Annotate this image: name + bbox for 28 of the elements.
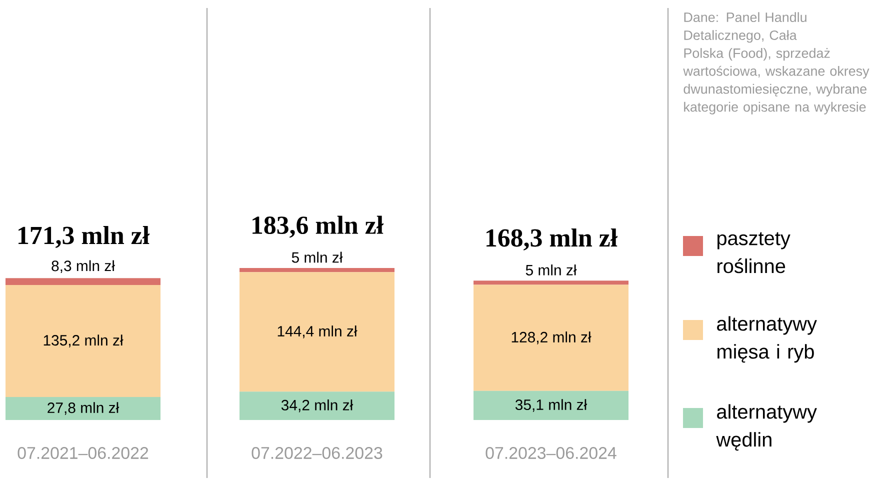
data-label: 144,4 mln zł <box>278 326 358 338</box>
bar <box>474 280 629 285</box>
bar <box>474 284 629 391</box>
data-label: 35,1 mln zł <box>515 399 588 412</box>
legend-label: alternatywy wędlin <box>716 404 817 451</box>
bar <box>6 396 161 420</box>
data-label: 5 mln zł <box>292 252 343 263</box>
bar <box>240 272 395 392</box>
bar <box>6 285 161 397</box>
text: Dane: Panel Handlu Detalicznego, Cała Polska (Food), sprzedaż wartościowa, wskazane okresy dwunastomiesięczne, wybrane kategorie opisane na wykresie <box>683 12 870 114</box>
bar <box>6 278 161 286</box>
x-tick-label: 07.2023–06.2024 <box>486 446 616 459</box>
legend-label: alternatywy mięsa i ryb <box>717 316 817 363</box>
data-label: 34,2 mln zł <box>281 399 354 412</box>
data-label: 27,8 mln zł <box>48 402 120 415</box>
total-label: 183,6 mln zł <box>252 216 384 238</box>
x-tick-label: 07.2021–06.2022 <box>18 446 148 459</box>
bar <box>240 392 395 420</box>
legend-label: pasztety roślinne <box>717 232 790 274</box>
x-tick-label: 07.2022–06.2023 <box>252 446 382 459</box>
data-label: 5 mln zł <box>526 264 577 276</box>
data-label: 135,2 mln zł <box>44 334 124 348</box>
total-label: 171,3 mln zł <box>18 226 150 248</box>
bar <box>240 268 395 272</box>
total-label: 168,3 mln zł <box>486 228 618 250</box>
data-label: 8,3 mln zł <box>52 260 115 273</box>
bar <box>474 390 629 420</box>
data-label: 128,2 mln zł <box>512 331 592 344</box>
